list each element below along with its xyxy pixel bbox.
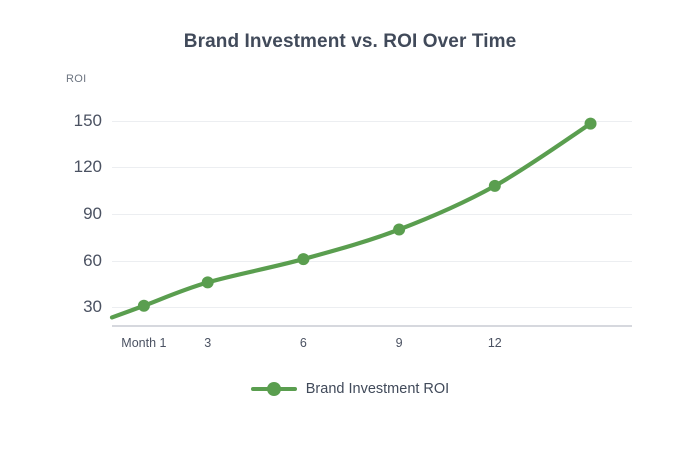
data-point-marker[interactable]: [393, 223, 406, 236]
legend-item-brand-investment-roi[interactable]: Brand Investment ROI: [250, 381, 450, 397]
legend-label: Brand Investment ROI: [305, 381, 450, 397]
x-axis-line: [112, 325, 632, 327]
x-tick-label: 3: [204, 336, 212, 350]
x-axis-tick-labels: Month 1 3 6 9 12: [0, 336, 700, 356]
data-point-marker[interactable]: [488, 179, 501, 192]
chart-legend: Brand Investment ROI: [0, 381, 700, 397]
y-tick-label: 30: [83, 297, 102, 317]
y-tick-label: 60: [83, 250, 102, 270]
chart-title: Brand Investment vs. ROI Over Time: [183, 31, 517, 52]
gridline: [112, 260, 632, 262]
y-tick-label: 90: [83, 203, 102, 223]
y-tick-label: 150: [73, 110, 102, 130]
legend-marker-icon: [250, 382, 297, 396]
legend-dot: [266, 382, 281, 396]
gridline: [112, 307, 632, 309]
data-point-marker[interactable]: [201, 276, 214, 289]
data-point-marker[interactable]: [137, 299, 150, 312]
x-tick-label: 9: [395, 336, 403, 350]
gridline: [112, 120, 632, 122]
y-axis-title: ROI: [66, 73, 87, 85]
y-axis-tick-labels: 30 60 90 120 150: [50, 0, 102, 450]
x-tick-label: Month 1: [121, 336, 167, 350]
x-tick-label: 12: [487, 336, 502, 350]
gridline: [112, 167, 632, 169]
data-point-marker[interactable]: [584, 117, 597, 130]
data-point-marker[interactable]: [297, 253, 310, 266]
x-tick-label: 6: [299, 336, 307, 350]
plot-area: [112, 105, 632, 326]
gridline: [112, 213, 632, 215]
y-tick-label: 120: [73, 157, 102, 177]
